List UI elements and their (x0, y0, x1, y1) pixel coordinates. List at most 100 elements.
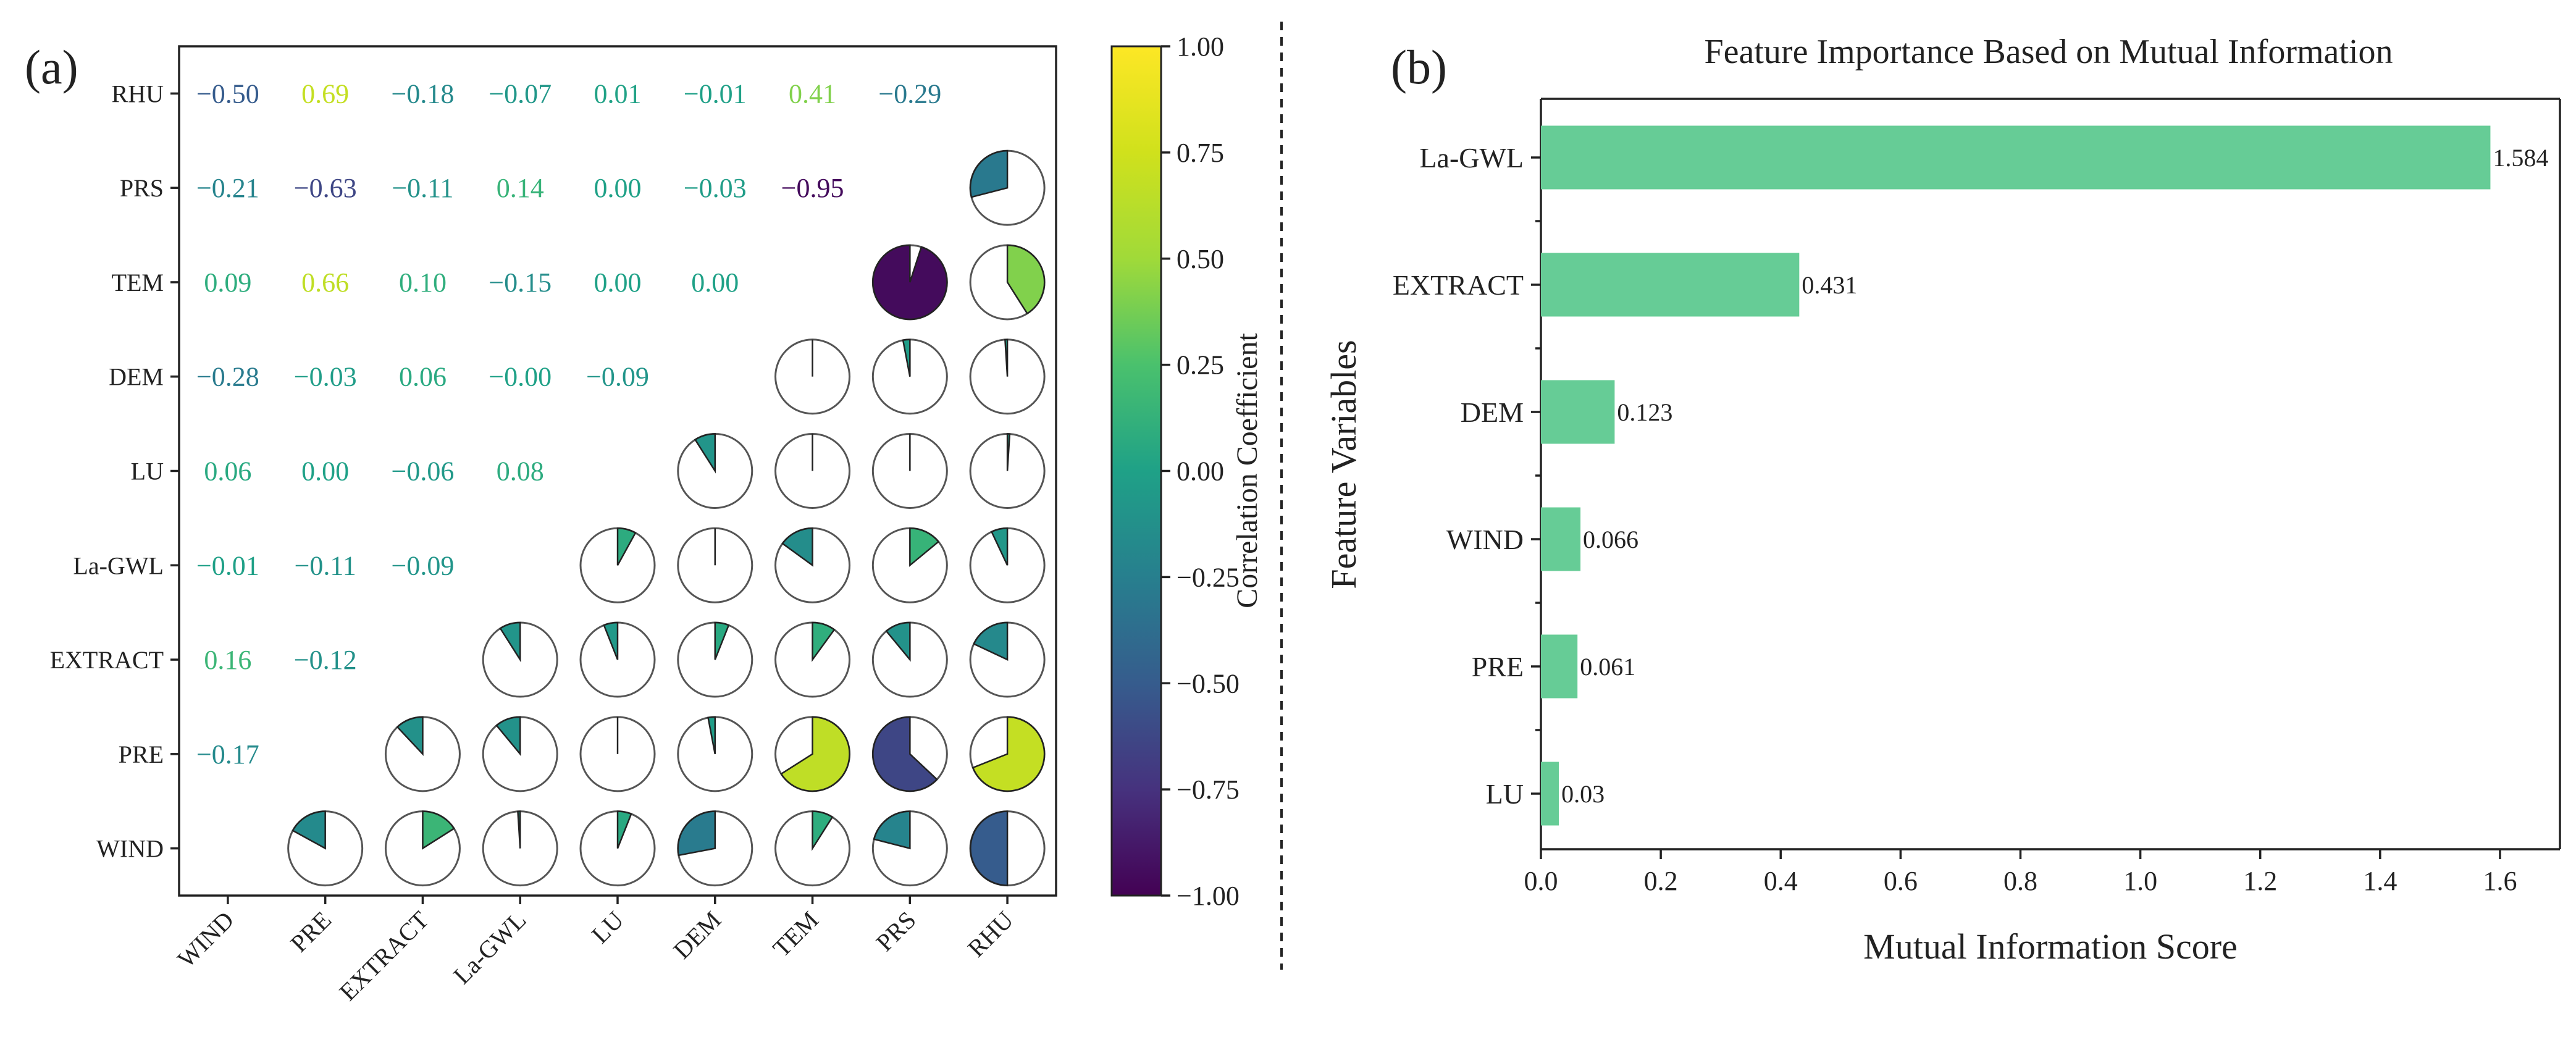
bar-value-label: 0.431 (1802, 271, 1857, 299)
bar-value-label: 0.123 (1617, 398, 1672, 426)
x-tick-label: 0.6 (1884, 866, 1918, 896)
col-label: DEM (668, 906, 726, 965)
coefficient-label: −0.09 (392, 550, 455, 581)
bar (1541, 125, 2491, 190)
pie-glyph-wedge (603, 621, 619, 660)
panel-a-label: (a) (25, 40, 78, 94)
colorbar-tick-label: −1.00 (1177, 881, 1240, 911)
pie-glyph-wedge (495, 716, 521, 757)
coefficient-label: −0.15 (489, 267, 552, 298)
coefficient-label: −0.09 (586, 362, 649, 392)
pie-glyph-wedge (902, 338, 911, 377)
bar-chart-xlabel: Mutual Information Score (1863, 926, 2238, 967)
colorbar-tick-label: 0.25 (1177, 350, 1224, 380)
bar-category-label: DEM (1461, 397, 1524, 428)
bar-value-label: 1.584 (2493, 144, 2548, 172)
coefficient-label: −0.03 (294, 362, 357, 392)
bar (1541, 762, 1559, 826)
coefficient-label: 0.06 (204, 456, 251, 487)
colorbar-tick-label: −0.50 (1177, 668, 1240, 699)
pie-glyph-wedge (396, 716, 424, 756)
x-tick-label: 0.4 (1764, 866, 1798, 896)
coefficient-label: −0.28 (196, 362, 259, 392)
coefficient-label: −0.06 (392, 456, 455, 487)
coefficient-label: −0.03 (684, 173, 747, 203)
pie-glyph-wedge (872, 244, 948, 321)
pie-glyph-wedge (873, 810, 911, 850)
col-label: RHU (962, 905, 1019, 962)
pie-glyph-wedge (973, 621, 1009, 661)
x-tick-label: 1.4 (2363, 866, 2397, 896)
coefficient-label: 0.10 (399, 267, 447, 298)
row-label: La-GWL (73, 552, 164, 579)
coefficient-label: −0.17 (196, 739, 259, 770)
col-label: TEM (767, 906, 824, 963)
pie-glyph-wedge (677, 810, 716, 857)
row-label: PRE (119, 741, 164, 768)
coefficient-label: 0.69 (301, 78, 349, 109)
pie-glyph-wedge (1004, 338, 1009, 377)
x-tick-label: 0.2 (1644, 866, 1678, 896)
coefficient-label: −0.12 (294, 645, 357, 675)
bar-chart-x-ticks: 0.0 0.2 0.4 0.6 0.8 1.0 1.2 1.4 1.6 (1524, 849, 2517, 896)
colorbar-gradient (1110, 45, 1162, 897)
pie-glyph-wedge (1006, 244, 1046, 315)
coefficient-label: 0.41 (789, 78, 836, 109)
pie-glyph-wedge (616, 527, 637, 566)
bar-value-label: 0.03 (1561, 780, 1605, 808)
bar-value-label: 0.061 (1580, 653, 1635, 681)
pie-glyph-wedge (872, 716, 938, 792)
mutual-information-panel: (b) Feature Importance Based on Mutual I… (1324, 33, 2561, 967)
row-label: LU (131, 458, 164, 485)
bar (1541, 380, 1615, 444)
coefficient-label: −0.63 (294, 173, 357, 203)
x-tick-label: 1.0 (2123, 866, 2157, 896)
coefficient-label: −0.00 (489, 362, 552, 392)
coefficient-label: 0.00 (691, 267, 739, 298)
coefficient-label: −0.07 (489, 78, 552, 109)
coefficient-label: −0.95 (781, 173, 844, 203)
row-label: DEM (109, 363, 164, 391)
coefficient-label: 0.06 (399, 362, 447, 392)
heatmap-pie-glyphs (287, 149, 1046, 887)
pie-glyph-wedge (781, 527, 813, 567)
pie-glyph-wedge (969, 810, 1009, 886)
panel-b-label: (b) (1391, 40, 1447, 94)
pie-glyph-wedge (780, 716, 850, 792)
bar (1541, 507, 1581, 571)
x-tick-label: 1.6 (2483, 866, 2517, 896)
pie-glyph-wedge (292, 810, 326, 850)
coefficient-label: −0.29 (878, 78, 941, 109)
col-label: La-GWL (448, 906, 531, 989)
pie-glyph-wedge (812, 810, 834, 851)
bar-category-label: LU (1486, 778, 1524, 810)
x-tick-label: 0.0 (1524, 866, 1558, 896)
pie-glyph-wedge (1006, 433, 1011, 471)
pie-glyph-wedge (499, 621, 521, 663)
coefficient-label: 0.66 (301, 267, 349, 298)
coefficient-label: 0.09 (204, 267, 251, 298)
row-label: PRS (120, 174, 164, 202)
coefficient-label: −0.50 (196, 78, 259, 109)
colorbar-tick-label: 0.50 (1177, 244, 1224, 274)
colorbar-tick-label: 1.00 (1177, 31, 1224, 62)
row-label: WIND (96, 835, 164, 863)
bar-marks: La-GWL 1.584 EXTRACT 0.431 DEM 0.123 WIND 0.066… (1393, 125, 2548, 826)
pie-glyph-wedge (885, 621, 911, 662)
bar-chart-title: Feature Importance Based on Mutual Infor… (1705, 33, 2393, 71)
colorbar-label: Correlation Coefficient (1231, 333, 1264, 608)
coefficient-label: 0.00 (594, 267, 642, 298)
col-label: PRS (871, 906, 921, 957)
bar (1541, 634, 1578, 699)
bar (1541, 253, 1800, 317)
col-label: LU (586, 905, 629, 949)
pie-glyph-wedge (990, 527, 1009, 566)
coefficient-label: −0.11 (295, 550, 356, 581)
pie-glyph-wedge (422, 810, 455, 850)
pie-glyph-wedge (714, 621, 730, 660)
bar-category-label: PRE (1472, 651, 1524, 682)
col-label: PRE (285, 906, 337, 958)
coefficient-label: 0.00 (594, 173, 642, 203)
